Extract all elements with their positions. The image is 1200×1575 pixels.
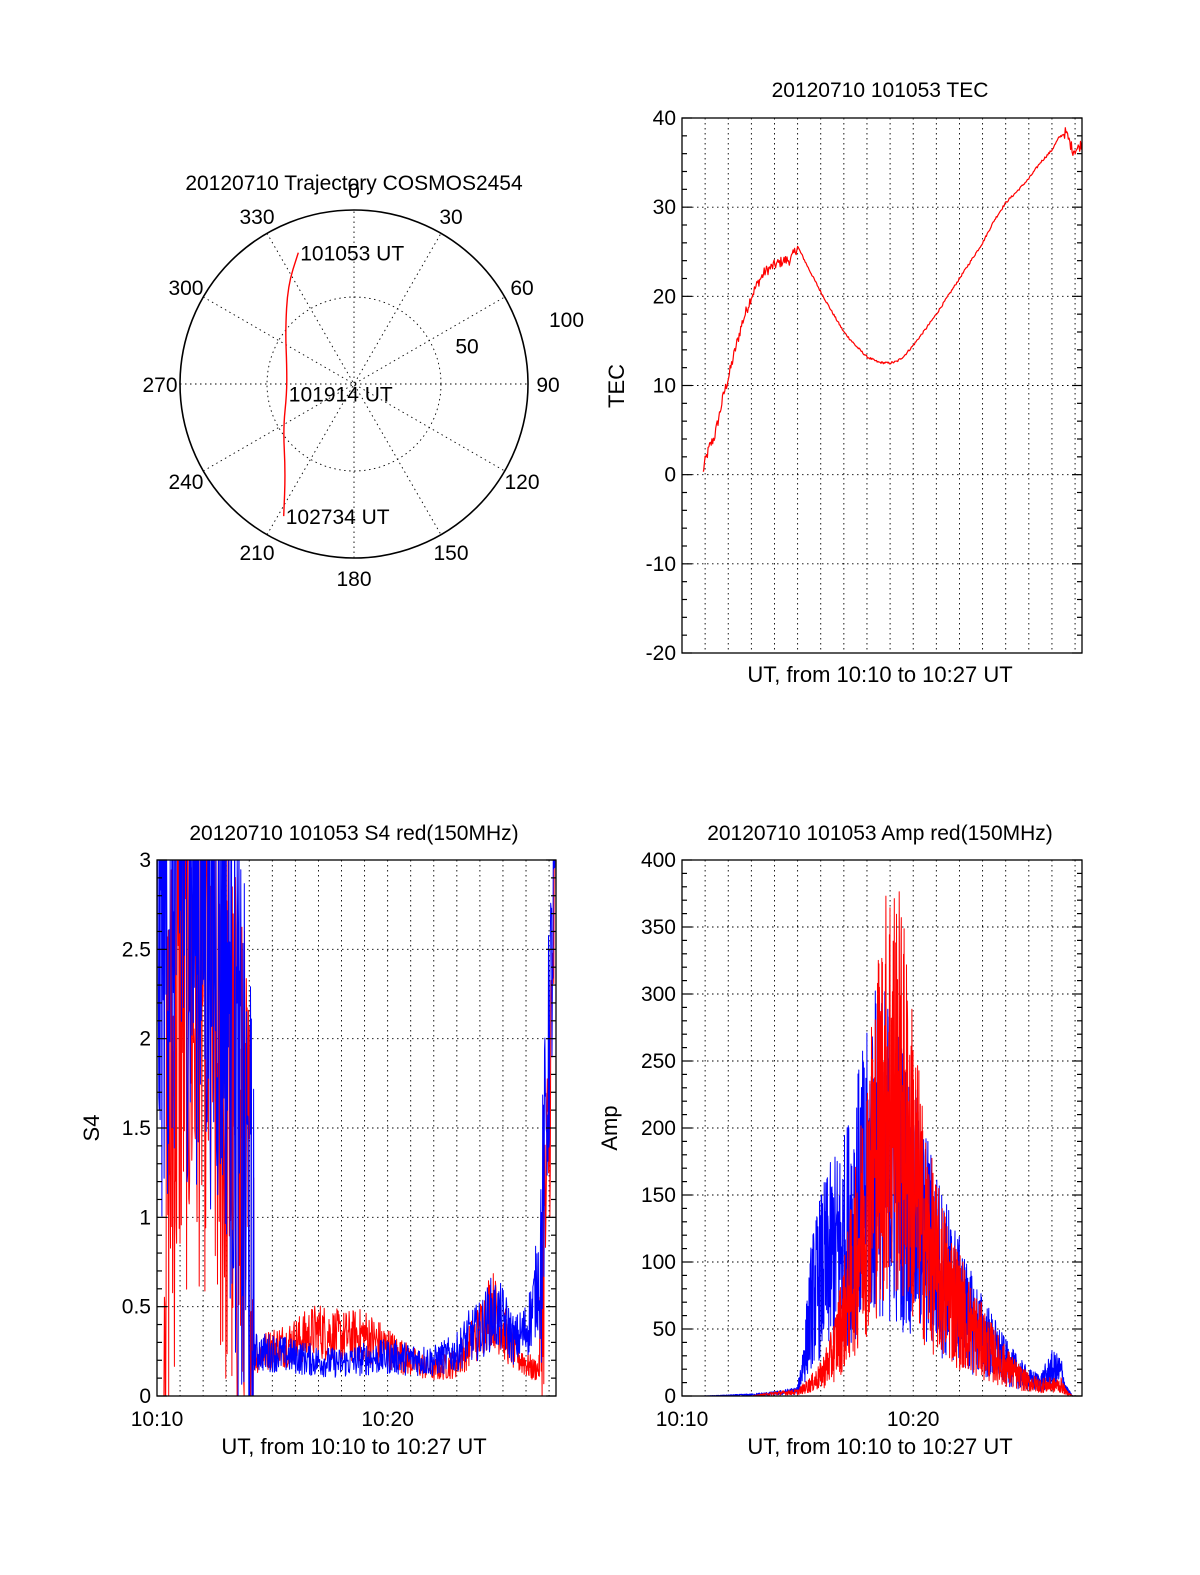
amp-series xyxy=(702,891,1082,1396)
azimuth-label: 150 xyxy=(433,542,468,565)
amp-title: 20120710 101053 Amp red(150MHz) xyxy=(707,822,1053,845)
polar-time-annotations: 101053 UT 101914 UT 102734 UT xyxy=(286,243,405,529)
polar-radial-line xyxy=(266,233,442,535)
series-line xyxy=(702,891,1082,1396)
tec-title: 20120710 101053 TEC xyxy=(772,79,989,102)
s4-plot-frame xyxy=(156,859,557,1397)
azimuth-label: 60 xyxy=(510,277,533,300)
polar-radial-line xyxy=(203,296,505,472)
y-tick-label: 40 xyxy=(653,107,676,130)
elevation-label: 100 xyxy=(549,309,584,332)
y-tick-label: 150 xyxy=(641,1184,676,1207)
elevation-label: 50 xyxy=(455,336,478,359)
y-tick-label: 0 xyxy=(664,1385,676,1408)
x-tick-label: 10:20 xyxy=(887,1408,940,1431)
y-tick-label: 50 xyxy=(653,1318,676,1341)
s4-series xyxy=(157,860,556,1396)
azimuth-label: 240 xyxy=(168,471,203,494)
polar-trajectory-series xyxy=(283,252,299,517)
s4-x-ticks: 10:10 10:20 xyxy=(131,1408,414,1431)
trajectory-polar-plot: 20120710 Trajectory COSMOS2454 0 30 60 90 12… xyxy=(142,172,584,591)
y-tick-label: 30 xyxy=(653,196,676,219)
tec-y-ticks: -20 -10 0 10 20 30 40 xyxy=(646,107,1082,665)
y-tick-label: 100 xyxy=(641,1251,676,1274)
series-line xyxy=(163,860,556,1396)
azimuth-label: 0 xyxy=(348,180,360,203)
y-tick-label: 200 xyxy=(641,1117,676,1140)
y-tick-label: 10 xyxy=(653,375,676,398)
amp-x-ticks: 10:10 10:20 xyxy=(656,1408,940,1431)
amp-y-ticks: 0 50 100 150 200 250 300 350 400 xyxy=(641,849,1082,1408)
amp-x-axis-label: UT, from 10:10 to 10:27 UT xyxy=(747,1434,1012,1459)
azimuth-label: 330 xyxy=(239,206,274,229)
azimuth-label: 90 xyxy=(536,374,559,397)
tec-y-axis-label: TEC xyxy=(604,364,629,408)
y-tick-label: 3 xyxy=(139,849,151,872)
amp-y-axis-label: Amp xyxy=(597,1105,622,1150)
x-tick-label: 10:10 xyxy=(131,1408,184,1431)
trajectory-title: 20120710 Trajectory COSMOS2454 xyxy=(185,172,523,195)
s4-x-axis-label: UT, from 10:10 to 10:27 UT xyxy=(221,1434,486,1459)
s4-title: 20120710 101053 S4 red(150MHz) xyxy=(189,822,518,845)
y-tick-label: -20 xyxy=(646,642,676,665)
tec-grid xyxy=(682,118,1082,653)
y-tick-label: 350 xyxy=(641,916,676,939)
y-tick-label: 2.5 xyxy=(122,938,151,961)
azimuth-label: 210 xyxy=(239,542,274,565)
y-tick-label: 0.5 xyxy=(122,1296,151,1319)
series-line xyxy=(157,860,556,1396)
s4-y-ticks: 0 0.5 1 1.5 2 2.5 3 xyxy=(122,849,556,1408)
s4-y-axis-label: S4 xyxy=(79,1115,104,1142)
trajectory-line xyxy=(283,252,299,517)
azimuth-label: 120 xyxy=(504,471,539,494)
amp-plot: 20120710 101053 Amp red(150MHz) 0 50 100 15… xyxy=(597,822,1083,1459)
polar-grid xyxy=(179,209,529,559)
azimuth-label: 270 xyxy=(142,374,177,397)
y-tick-label: 400 xyxy=(641,849,676,872)
x-tick-label: 10:10 xyxy=(656,1408,709,1431)
trajectory-time-label: 101053 UT xyxy=(300,243,404,266)
tec-plot-frame xyxy=(681,117,1083,654)
y-tick-label: 250 xyxy=(641,1050,676,1073)
y-tick-label: 0 xyxy=(664,464,676,487)
azimuth-label: 300 xyxy=(168,277,203,300)
x-tick-label: 10:20 xyxy=(361,1408,414,1431)
tec-series xyxy=(702,127,1082,472)
trajectory-time-label: 101914 UT xyxy=(289,383,393,406)
polar-radial-line xyxy=(203,296,505,472)
polar-azimuth-labels: 0 30 60 90 120 150 180 210 240 270 300 330 50 100 xyxy=(142,180,584,591)
y-tick-label: 1 xyxy=(139,1206,151,1229)
s4-plot: 20120710 101053 S4 red(150MHz) 0 0.5 1 1.5 2… xyxy=(79,822,557,1459)
series-line xyxy=(702,127,1082,472)
y-tick-label: 0 xyxy=(139,1385,151,1408)
y-tick-label: 20 xyxy=(653,285,676,308)
y-tick-label: -10 xyxy=(646,553,676,576)
polar-radial-line xyxy=(266,233,442,535)
tec-plot: 20120710 101053 TEC -20 -10 0 10 20 30 40 UT, … xyxy=(604,79,1083,687)
y-tick-label: 2 xyxy=(139,1028,151,1051)
trajectory-time-label: 102734 UT xyxy=(286,506,390,529)
y-tick-label: 1.5 xyxy=(122,1117,151,1140)
y-tick-label: 300 xyxy=(641,983,676,1006)
amp-plot-frame xyxy=(681,859,1083,1397)
tec-x-axis-label: UT, from 10:10 to 10:27 UT xyxy=(747,662,1012,687)
azimuth-label: 30 xyxy=(439,206,462,229)
azimuth-label: 180 xyxy=(336,568,371,591)
